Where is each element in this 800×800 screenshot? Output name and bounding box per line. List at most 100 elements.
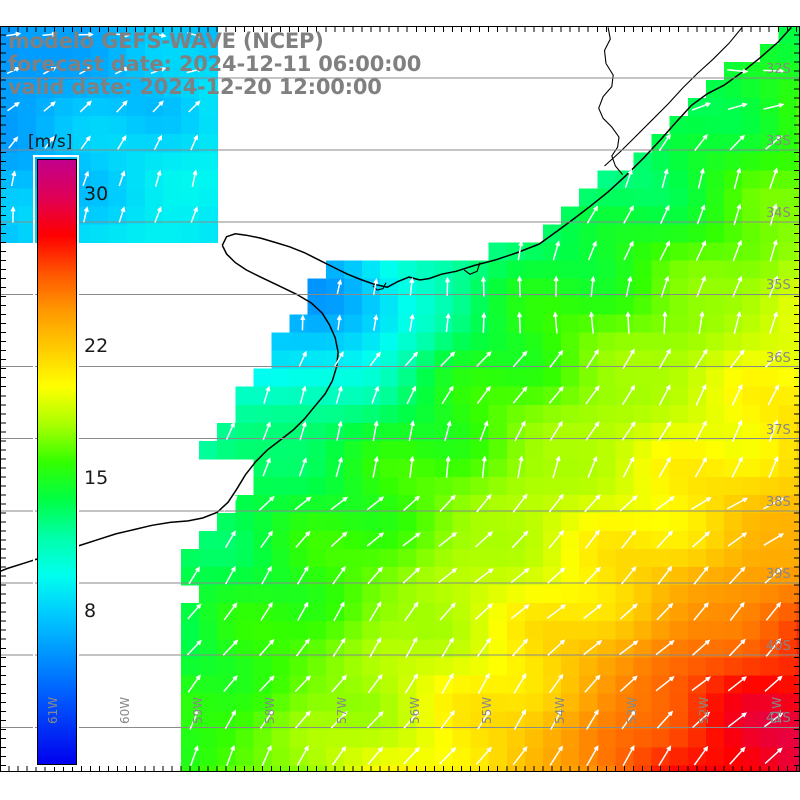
wind-speed-cell (742, 80, 761, 99)
wind-speed-cell (579, 729, 598, 749)
wind-speed-cell (579, 188, 598, 207)
wind-speed-cell (416, 621, 435, 640)
wind-speed-cell (760, 224, 779, 244)
wind-speed-cell (271, 549, 291, 568)
wind-speed-cell (90, 188, 110, 207)
wind-speed-cell (742, 314, 761, 334)
wind-speed-cell (579, 639, 598, 658)
wind-speed-cell (470, 332, 490, 352)
wind-speed-cell (760, 332, 779, 352)
wind-speed-cell (434, 404, 454, 424)
wind-speed-cell (651, 693, 671, 712)
wind-speed-cell (705, 242, 725, 262)
wind-speed-cell (253, 639, 273, 658)
wind-speed-cell (651, 242, 671, 262)
wind-speed-cell (325, 512, 345, 532)
wind-speed-cell (561, 494, 580, 514)
wind-arrow (223, 675, 238, 693)
wind-speed-cell (669, 116, 689, 135)
wind-speed-cell (18, 62, 37, 81)
wind-speed-cell (687, 332, 707, 352)
wind-speed-cell (742, 62, 761, 81)
wind-speed-cell (524, 350, 544, 370)
wind-speed-cell (452, 368, 472, 388)
wind-speed-cell (615, 729, 635, 749)
wind-speed-cell (307, 621, 327, 640)
wind-arrow (729, 601, 745, 621)
wind-speed-cell (723, 296, 743, 316)
wind-speed-cell (742, 657, 761, 676)
wind-speed-cell (398, 639, 417, 658)
wind-speed-cell (253, 711, 273, 731)
wind-speed-cell (343, 350, 363, 370)
wind-speed-cell (633, 260, 653, 280)
wind-speed-cell (760, 44, 779, 63)
wind-speed-cell (452, 657, 472, 676)
wind-speed-cell (778, 188, 797, 207)
wind-speed-cell (398, 747, 417, 767)
wind-speed-cell (398, 567, 417, 586)
wind-speed-cell (434, 693, 454, 712)
wind-speed-cell (217, 639, 236, 658)
wind-speed-cell (325, 531, 345, 550)
wind-speed-cell (760, 621, 779, 640)
wind-speed-cell (434, 368, 454, 388)
wind-speed-cell (778, 458, 797, 478)
wind-speed-cell (162, 170, 182, 189)
wind-speed-cell (343, 621, 363, 640)
wind-speed-cell (723, 350, 743, 370)
wind-arrow (224, 565, 236, 585)
map-canvas (0, 26, 800, 772)
colorbar[interactable] (33, 155, 79, 767)
wind-speed-cell (524, 639, 544, 658)
wind-speed-cell (36, 44, 55, 63)
wind-speed-cell (162, 98, 182, 117)
wind-speed-cell (199, 657, 218, 676)
wind-speed-cell (36, 80, 55, 99)
wind-speed-cell (705, 458, 725, 478)
wind-speed-cell (325, 494, 345, 514)
wind-speed-cell (669, 350, 689, 370)
wind-speed-cell (651, 260, 671, 280)
wind-speed-cell (289, 332, 309, 352)
wind-speed-cell (760, 296, 779, 316)
wind-speed-cell (36, 62, 55, 81)
wind-arrow (294, 710, 311, 729)
wind-speed-cell (108, 26, 128, 45)
wind-speed-cell (470, 585, 490, 604)
wind-speed-cell (0, 62, 19, 81)
wind-speed-cell (235, 549, 254, 568)
wind-speed-cell (687, 152, 707, 171)
wind-speed-cell (343, 494, 363, 514)
wind-speed-cell (126, 134, 146, 153)
wind-speed-cell (524, 711, 544, 731)
wind-arrow (727, 68, 749, 74)
wind-speed-cell (325, 639, 345, 658)
wind-arrow (619, 495, 638, 512)
wind-speed-cell (434, 567, 454, 586)
wind-speed-cell (54, 26, 73, 45)
wind-speed-cell (380, 458, 399, 478)
wind-speed-cell (723, 188, 743, 207)
wind-speed-cell (506, 711, 526, 731)
wind-arrow (623, 240, 634, 261)
wind-speed-cell (181, 188, 200, 207)
wind-speed-cell (162, 134, 182, 153)
wind-speed-cell (398, 693, 417, 712)
wind-speed-cell (361, 296, 381, 316)
wind-speed-cell (144, 134, 164, 153)
wind-speed-cell (615, 531, 635, 550)
wind-speed-cell (742, 260, 761, 280)
wind-speed-cell (651, 657, 671, 676)
wind-speed-cell (18, 44, 37, 63)
wind-speed-cell (506, 494, 526, 514)
wind-speed-cell (217, 585, 236, 604)
wind-arrow (692, 639, 711, 656)
wind-speed-cell (579, 603, 598, 622)
wind-speed-cell (181, 657, 200, 676)
wind-speed-cell (760, 675, 779, 694)
wind-arrow (403, 710, 420, 729)
wind-speed-cell (144, 152, 164, 171)
wind-speed-cell (235, 747, 254, 767)
wind-arrow (621, 384, 636, 405)
